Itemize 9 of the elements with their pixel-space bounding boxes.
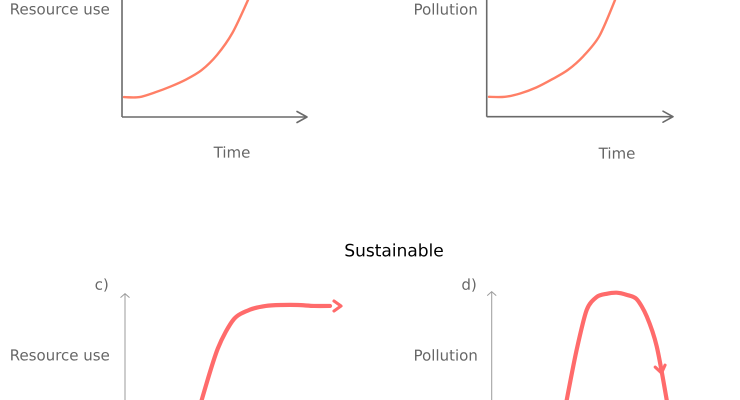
chart-title: d) bbox=[462, 278, 476, 292]
chart-title: c) bbox=[96, 278, 108, 292]
y-axis-title: Pollution bbox=[415, 349, 477, 361]
y-axis-title: Resource use bbox=[11, 3, 110, 15]
x-axis-title: Time bbox=[598, 147, 635, 159]
x-axis-title: Time bbox=[214, 146, 250, 158]
y-axis-title: Pollution bbox=[415, 3, 477, 15]
y-axis-title: Resource use bbox=[11, 349, 110, 361]
text: Sustainable bbox=[345, 243, 443, 257]
